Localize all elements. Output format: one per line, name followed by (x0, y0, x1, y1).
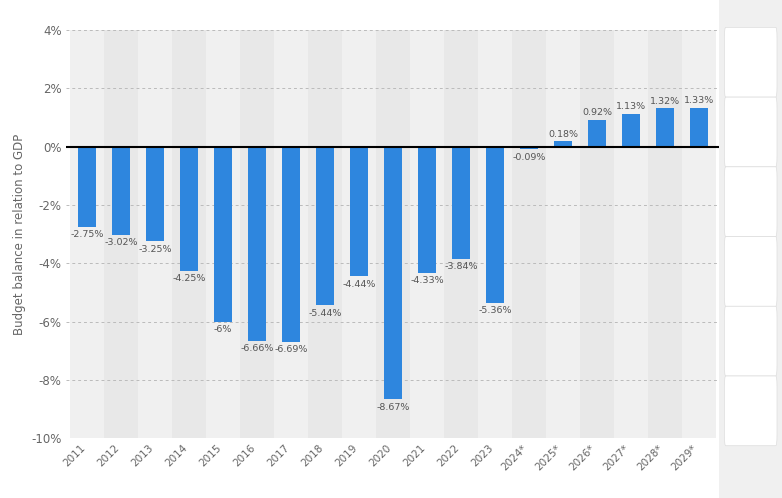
Bar (376, 30, 410, 438)
Text: -3.25%: -3.25% (138, 245, 171, 254)
Bar (213, 146, 232, 322)
Text: -5.36%: -5.36% (479, 306, 511, 315)
Text: -5.44%: -5.44% (308, 309, 342, 318)
Text: -3.02%: -3.02% (104, 238, 138, 247)
Bar (104, 30, 138, 438)
Text: -3.84%: -3.84% (444, 262, 478, 271)
Y-axis label: Budget balance in relation to GDP: Budget balance in relation to GDP (13, 133, 26, 335)
Bar (384, 146, 402, 399)
Bar (682, 30, 716, 438)
Bar (554, 141, 572, 146)
Bar (138, 30, 172, 438)
Bar (546, 30, 580, 438)
Bar (580, 30, 614, 438)
Bar (614, 30, 648, 438)
Bar (77, 146, 96, 227)
Bar (206, 30, 240, 438)
Text: -8.67%: -8.67% (376, 403, 410, 412)
Bar (486, 146, 504, 303)
Text: 1.13%: 1.13% (616, 102, 646, 111)
Bar (282, 146, 300, 342)
FancyBboxPatch shape (724, 376, 777, 446)
Bar (478, 30, 512, 438)
FancyBboxPatch shape (724, 306, 777, 376)
Bar (444, 30, 478, 438)
Text: 0.92%: 0.92% (582, 109, 612, 118)
Text: -6.69%: -6.69% (274, 345, 307, 354)
Bar (316, 146, 334, 305)
Bar (274, 30, 308, 438)
Bar (350, 146, 368, 276)
Bar (655, 108, 674, 146)
Bar (172, 30, 206, 438)
Text: 1.32%: 1.32% (650, 97, 680, 106)
Bar (180, 146, 199, 270)
FancyBboxPatch shape (724, 237, 777, 306)
Bar (512, 30, 546, 438)
Bar (410, 30, 444, 438)
Bar (248, 146, 267, 341)
Bar (587, 120, 606, 146)
FancyBboxPatch shape (724, 97, 777, 167)
Text: -4.44%: -4.44% (343, 279, 375, 288)
Bar (240, 30, 274, 438)
FancyBboxPatch shape (724, 27, 777, 97)
Text: -0.09%: -0.09% (512, 153, 546, 162)
Text: -2.75%: -2.75% (70, 230, 103, 239)
Bar (342, 30, 376, 438)
Bar (308, 30, 342, 438)
Bar (690, 108, 708, 146)
Bar (519, 146, 538, 149)
Bar (418, 146, 436, 273)
FancyBboxPatch shape (724, 167, 777, 237)
Bar (622, 114, 640, 146)
Text: 0.18%: 0.18% (548, 130, 578, 139)
Bar (112, 146, 131, 235)
Text: -4.33%: -4.33% (410, 276, 443, 285)
Text: 1.33%: 1.33% (684, 97, 714, 106)
Text: -6%: -6% (213, 325, 232, 334)
Bar (70, 30, 104, 438)
Text: -6.66%: -6.66% (240, 344, 274, 353)
Text: -4.25%: -4.25% (172, 274, 206, 283)
Bar (145, 146, 164, 242)
Bar (452, 146, 470, 258)
Bar (648, 30, 682, 438)
